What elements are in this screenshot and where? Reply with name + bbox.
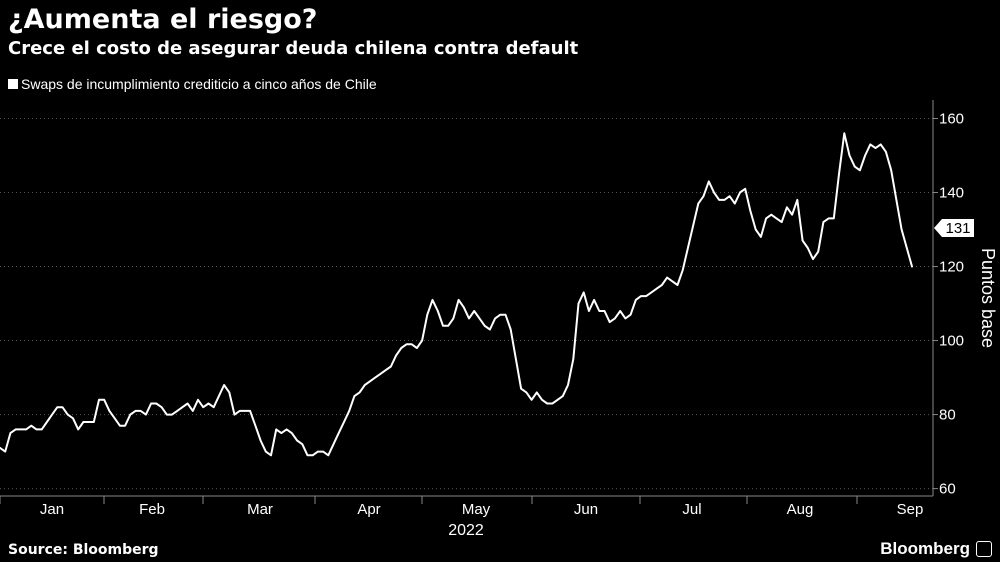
x-tick-label: Aug [787, 501, 814, 518]
bloomberg-chart-icon [976, 541, 992, 557]
y-tick-label: 100 [939, 333, 964, 350]
x-tick-label: Jun [574, 501, 598, 518]
last-value-box [934, 219, 974, 237]
source-note: Source: Bloomberg [8, 542, 159, 558]
y-tick-label: 80 [939, 407, 956, 424]
x-axis-year-label: 2022 [448, 522, 484, 539]
y-tick-label: 140 [939, 185, 964, 202]
y-axis-label: Puntos base [978, 248, 998, 348]
y-tick-label: 160 [939, 111, 964, 128]
chart-title: ¿Aumenta el riesgo? [8, 4, 318, 35]
brand-logo: Bloomberg [880, 539, 970, 558]
x-tick-label: May [462, 501, 491, 518]
y-tick-label: 120 [939, 259, 964, 276]
x-tick-label: Jul [682, 501, 701, 518]
last-value-text: 131 [945, 220, 970, 237]
legend: Swaps de incumplimiento crediticio a cin… [8, 76, 377, 92]
chart-subtitle: Crece el costo de asegurar deuda chilena… [8, 38, 579, 59]
y-tick-label: 60 [939, 481, 956, 498]
legend-label: Swaps de incumplimiento crediticio a cin… [21, 76, 377, 92]
legend-swatch [8, 79, 18, 89]
series-line [0, 132, 913, 457]
x-tick-label: Apr [357, 501, 380, 518]
x-tick-label: Mar [247, 501, 273, 518]
last-value-label: 131 [934, 219, 974, 237]
x-tick-label: Sep [897, 501, 924, 518]
x-tick-label: Jan [40, 501, 64, 518]
x-tick-label: Feb [139, 501, 165, 518]
